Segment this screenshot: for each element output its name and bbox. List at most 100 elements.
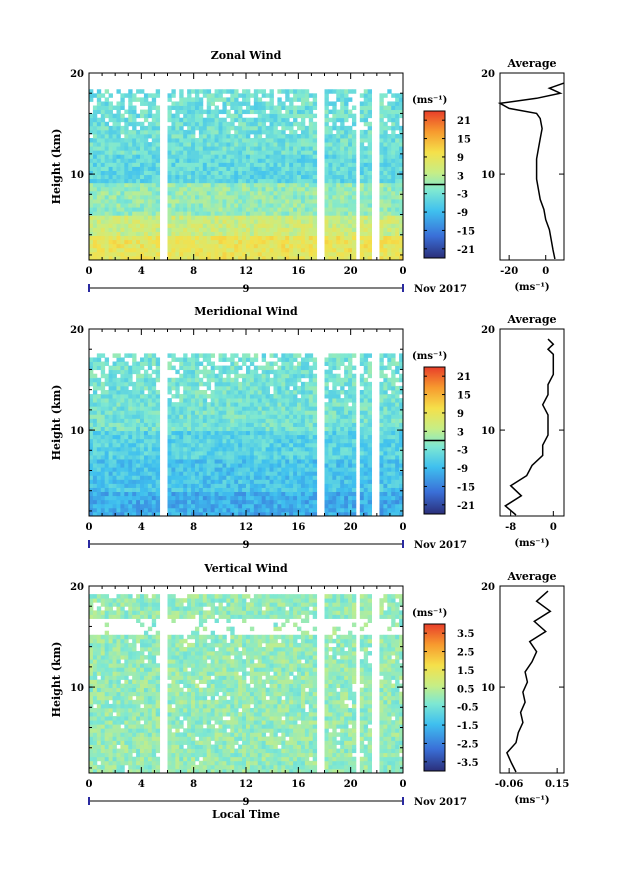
heatmap-cell: [257, 475, 263, 480]
heatmap-cell: [328, 117, 333, 123]
heatmap-cell: [210, 133, 216, 139]
heatmap-cell: [367, 199, 373, 204]
heatmap-cell: [395, 133, 400, 139]
heatmap-cell: [104, 174, 110, 180]
heatmap-cell: [281, 377, 286, 383]
heatmap-cell: [293, 215, 298, 220]
heatmap-cell: [147, 255, 153, 261]
heatmap-cell: [112, 495, 117, 501]
heatmap-cell: [289, 491, 294, 497]
heatmap-cell: [273, 125, 278, 131]
heatmap-cell: [332, 251, 337, 257]
heatmap-cell: [344, 133, 349, 139]
heatmap-cell: [191, 491, 196, 497]
heatmap-cell: [269, 235, 274, 241]
heatmap-cell: [124, 117, 129, 123]
heatmap-cell: [194, 203, 200, 208]
heatmap-cell: [238, 117, 243, 123]
heatmap-cell: [214, 385, 219, 391]
heatmap-cell: [261, 247, 267, 253]
heatmap-cell: [281, 491, 286, 497]
y-tick-label: 10: [70, 170, 84, 181]
heatmap-cell: [273, 442, 278, 448]
heatmap-cell: [175, 418, 180, 423]
heatmap-cell: [151, 190, 157, 196]
heatmap-cell: [112, 231, 117, 237]
heatmap-cell: [104, 239, 110, 245]
heatmap-cell: [171, 467, 176, 472]
heatmap-cell: [89, 373, 94, 379]
heatmap-cell: [367, 89, 373, 94]
heatmap-cell: [202, 426, 208, 432]
heatmap-cell: [147, 243, 153, 249]
heatmap-cell: [285, 450, 290, 456]
heatmap-cell: [151, 235, 157, 241]
heatmap-cell: [108, 455, 113, 460]
heatmap-cell: [128, 434, 133, 440]
heatmap-cell: [399, 129, 404, 135]
heatmap-cell: [234, 495, 239, 501]
heatmap-cell: [304, 235, 310, 241]
heatmap-cell: [273, 178, 278, 184]
heatmap-cell: [293, 377, 298, 383]
heatmap-cell: [191, 394, 196, 399]
heatmap-cell: [92, 142, 98, 147]
heatmap-cell: [143, 113, 149, 119]
heatmap-cell: [308, 223, 314, 228]
heatmap-cell: [155, 430, 161, 436]
heatmap-cell: [328, 186, 333, 192]
heatmap-cell: [179, 231, 184, 237]
heatmap-cell: [100, 438, 106, 444]
heatmap-cell: [336, 150, 341, 155]
heatmap-cell: [187, 146, 192, 151]
heatmap-cell: [116, 125, 121, 131]
heatmap-cell: [218, 194, 223, 200]
heatmap-cell: [183, 255, 188, 261]
heatmap-cell: [140, 450, 145, 456]
heatmap-cell: [120, 247, 125, 253]
heatmap-cell: [246, 418, 251, 423]
heatmap-cell: [194, 511, 200, 517]
heatmap-cell: [104, 467, 110, 472]
heatmap-cell: [324, 170, 329, 176]
heatmap-cell: [206, 247, 212, 253]
heatmap-cell: [140, 207, 145, 212]
heatmap-cell: [253, 402, 259, 407]
heatmap-cell: [293, 381, 298, 387]
heatmap-cell: [300, 125, 306, 131]
heatmap-cell: [206, 235, 212, 241]
heatmap-cell: [100, 450, 106, 456]
heatmap-cell: [92, 231, 98, 237]
heatmap-cell: [175, 138, 180, 143]
heatmap-cell: [147, 426, 153, 432]
heatmap-cell: [120, 503, 125, 509]
heatmap-cell: [226, 385, 231, 391]
heatmap-cell: [136, 211, 141, 216]
heatmap-cell: [246, 369, 251, 375]
heatmap-cell: [100, 394, 106, 399]
heatmap-cell: [379, 138, 384, 143]
heatmap-cell: [116, 446, 121, 452]
heatmap-cell: [171, 455, 176, 460]
heatmap-cell: [171, 507, 176, 513]
heatmap-cell: [214, 430, 219, 436]
heatmap-cell: [124, 373, 129, 379]
heatmap-cell: [143, 182, 149, 188]
heatmap-cell: [124, 398, 129, 403]
heatmap-cell: [367, 125, 373, 131]
heatmap-cell: [108, 93, 113, 98]
heatmap-cell: [202, 166, 208, 171]
heatmap-cell: [136, 247, 141, 253]
heatmap-cell: [281, 369, 286, 375]
heatmap-cell: [194, 414, 200, 419]
heatmap-cell: [265, 398, 270, 403]
heatmap-cell: [359, 251, 365, 257]
heatmap-cell: [261, 402, 267, 407]
heatmap-cell: [293, 369, 298, 375]
heatmap-cell: [308, 101, 314, 106]
heatmap-cell: [261, 182, 267, 188]
heatmap-cell: [140, 381, 145, 387]
heatmap-cell: [257, 133, 263, 139]
heatmap-cell: [218, 138, 223, 143]
heatmap-cell: [281, 113, 286, 119]
